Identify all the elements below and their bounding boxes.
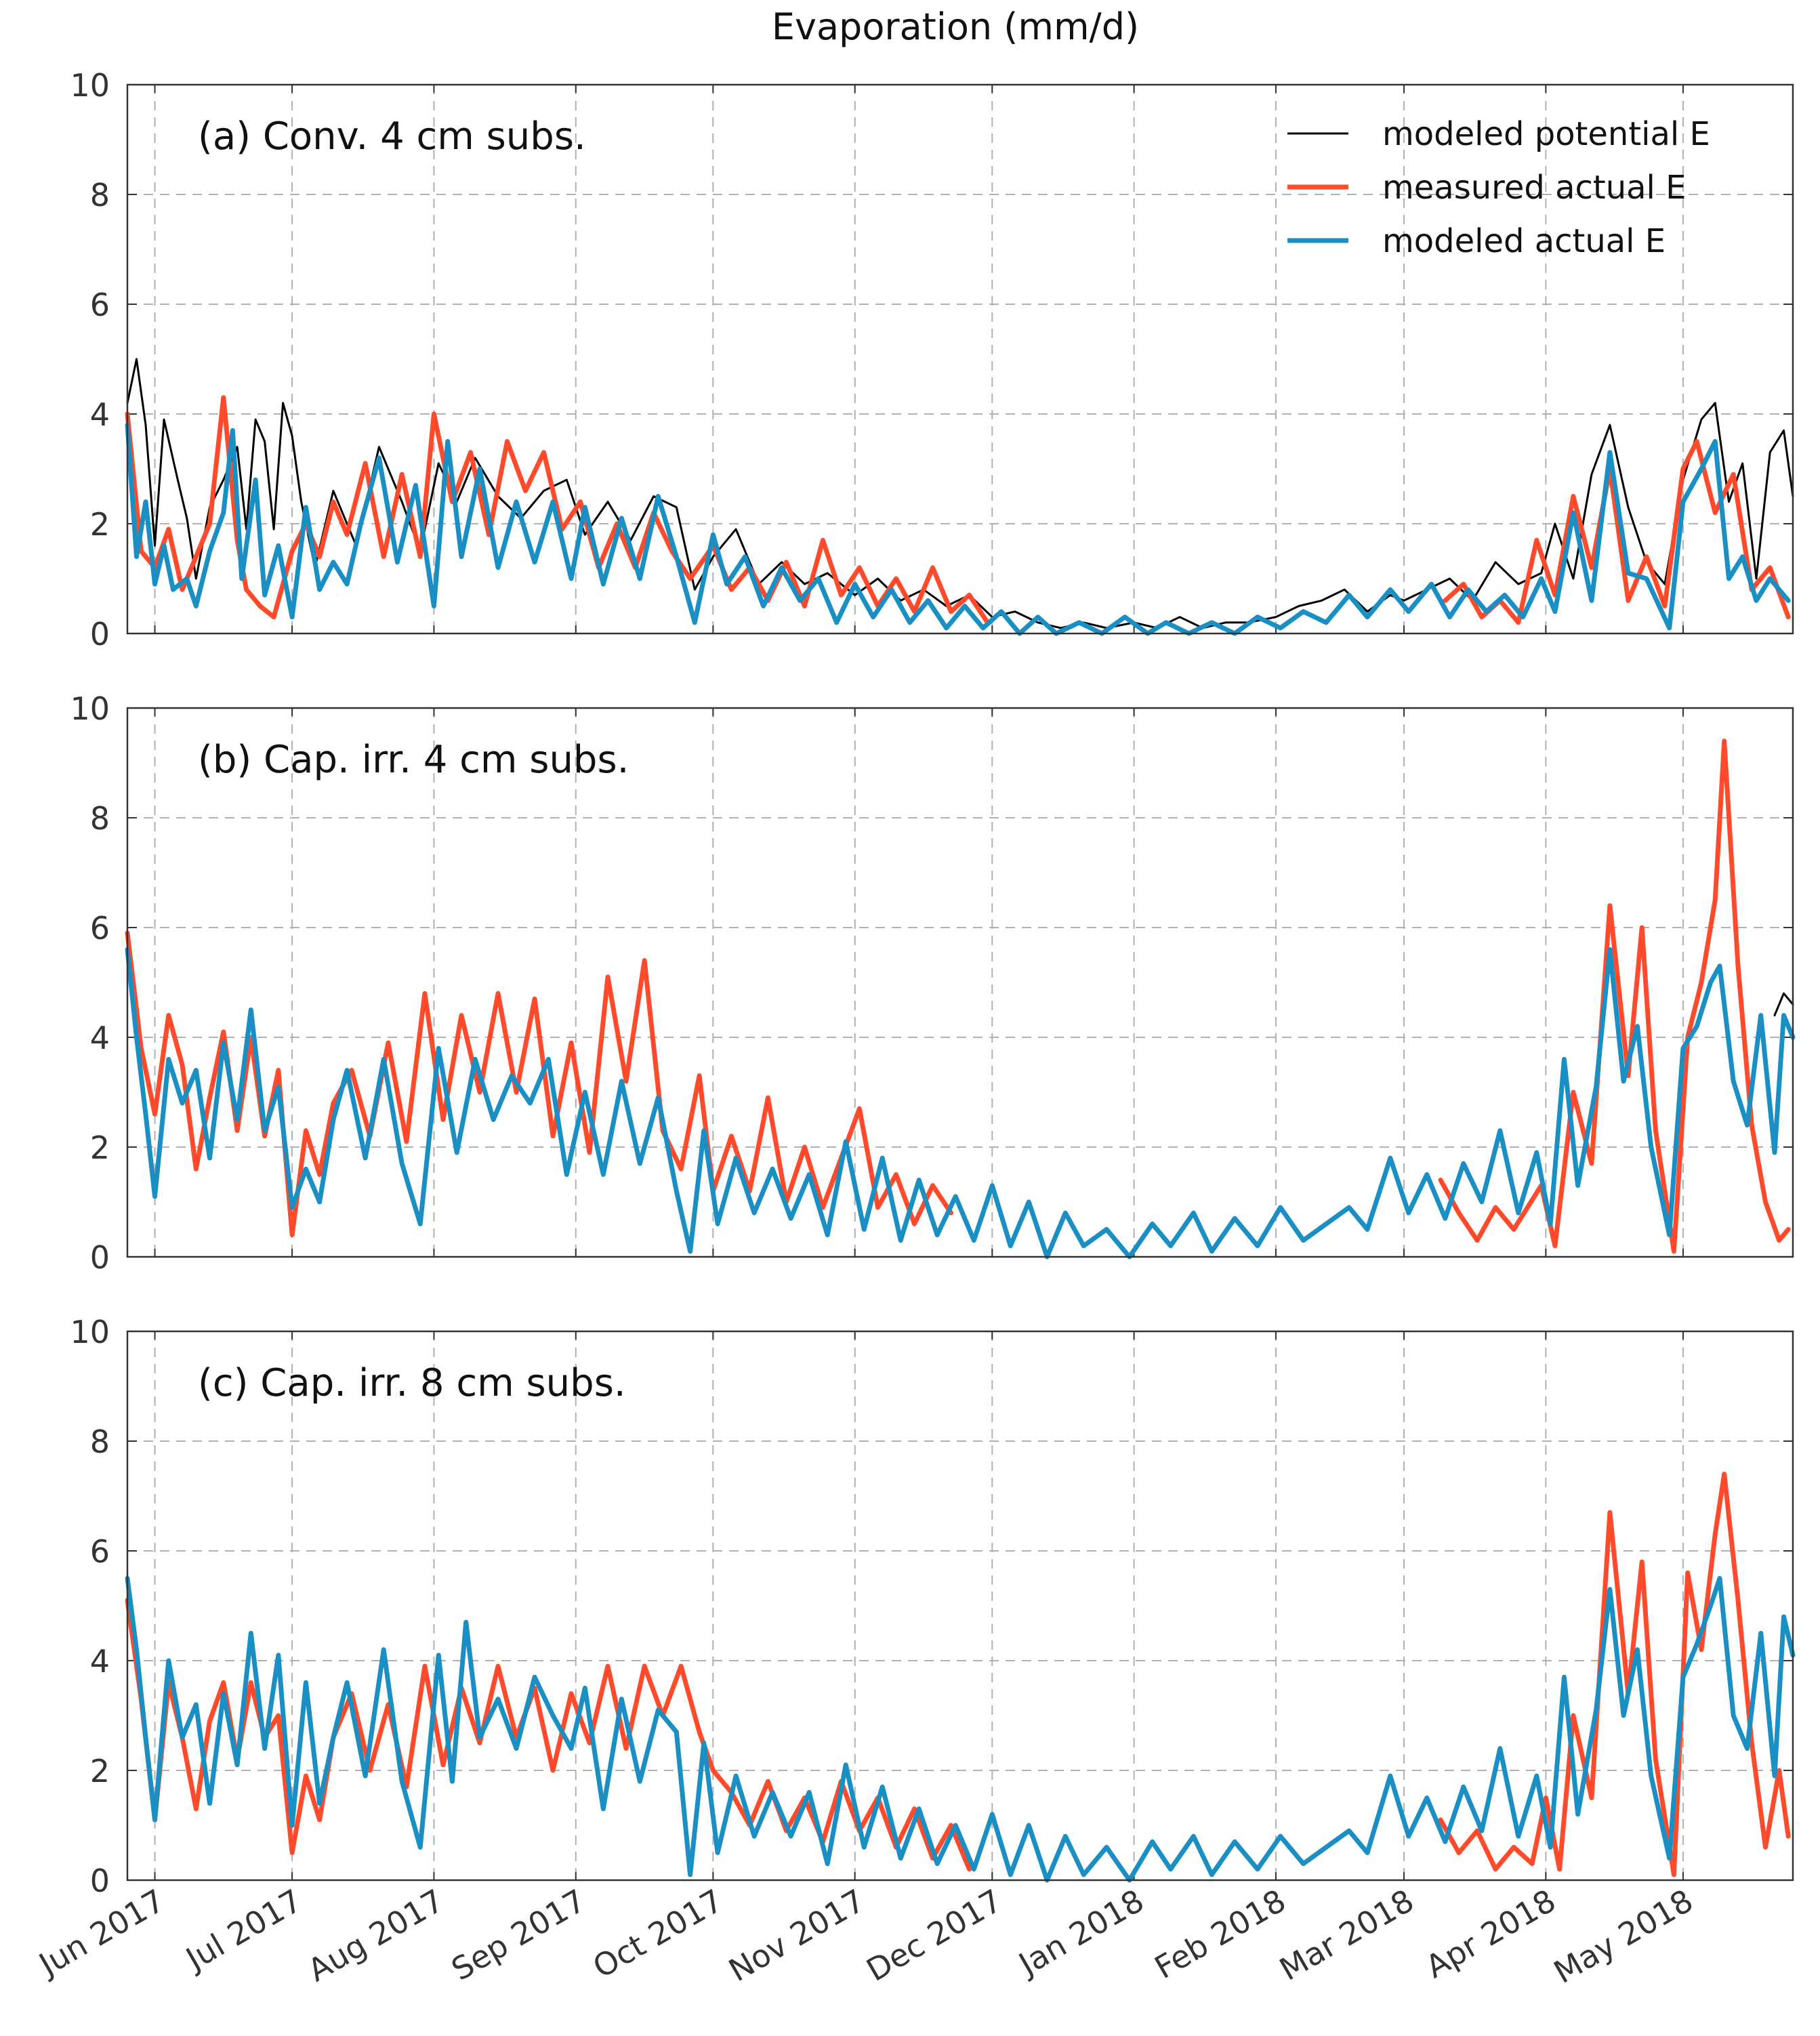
chart-panels: 0 2 4 6 8 10 (a) Conv. 4 cm subs. 0 2 4 6 8 10 (b) Ca… <box>31 67 1796 1991</box>
x-tick-label: Dec 2017 <box>861 1882 1008 1989</box>
series-measured-line <box>1438 739 1791 1254</box>
series-modeled-line <box>125 947 1796 1260</box>
legend: modeled potential E measured actual E mode… <box>1287 115 1710 260</box>
panel-label: (c) Cap. irr. 8 cm subs. <box>198 1361 626 1405</box>
series-measured-line <box>1443 439 1791 625</box>
x-tick-label: Feb 2018 <box>1149 1882 1292 1986</box>
x-tick-label: May 2018 <box>1548 1882 1699 1991</box>
legend-label-potential: modeled potential E <box>1382 115 1710 153</box>
panel-label: (b) Cap. irr. 4 cm subs. <box>198 738 629 782</box>
x-tick-label: Nov 2017 <box>722 1882 871 1989</box>
x-tick-label: Apr 2018 <box>1420 1882 1562 1985</box>
x-tick-label: Oct 2017 <box>587 1882 729 1985</box>
x-tick-label: Aug 2017 <box>302 1882 450 1989</box>
y-tick-label: 2 <box>90 1753 110 1789</box>
y-tick-label: 4 <box>90 396 110 433</box>
y-tick-label: 6 <box>90 287 110 323</box>
x-tick-label: Jul 2017 <box>178 1882 308 1978</box>
series-modeled-line <box>125 422 1791 636</box>
series-modeled-line <box>125 1576 1796 1883</box>
x-tick-label: Jan 2018 <box>1011 1882 1150 1984</box>
plot-frame <box>126 1330 1794 1882</box>
y-tick-label: 4 <box>90 1643 110 1680</box>
y-tick-label: 8 <box>90 800 110 837</box>
series-measured-line <box>1438 1472 1791 1877</box>
y-tick-label: 10 <box>70 690 110 727</box>
panel-label: (a) Conv. 4 cm subs. <box>198 115 586 159</box>
y-tick-label: 4 <box>90 1020 110 1056</box>
panel-2: 0 2 4 6 8 10 (b) Cap. irr. 4 cm subs. <box>70 690 1796 1276</box>
series-potential-line <box>1773 992 1794 1017</box>
y-tick-label: 10 <box>70 67 110 104</box>
plot-frame <box>126 83 1794 635</box>
y-tick-label: 8 <box>90 1424 110 1460</box>
y-tick-label: 2 <box>90 506 110 543</box>
y-tick-label: 0 <box>90 1863 110 1899</box>
x-tick-label: Sep 2017 <box>445 1882 592 1988</box>
y-tick-label: 0 <box>90 1239 110 1276</box>
y-tick-label: 0 <box>90 616 110 652</box>
y-tick-label: 8 <box>90 177 110 213</box>
figure-title: Evaporation (mm/d) <box>772 5 1139 48</box>
x-tick-label: Mar 2018 <box>1273 1882 1420 1988</box>
y-tick-label: 6 <box>90 1533 110 1570</box>
legend-label-measured: measured actual E <box>1382 169 1686 207</box>
y-tick-label: 6 <box>90 910 110 947</box>
legend-label-modeled: modeled actual E <box>1382 222 1666 260</box>
y-tick-label: 10 <box>70 1314 110 1350</box>
plot-frame <box>126 707 1794 1258</box>
panel-1: 0 2 4 6 8 10 (a) Conv. 4 cm subs. <box>70 67 1794 652</box>
y-tick-label: 2 <box>90 1129 110 1166</box>
